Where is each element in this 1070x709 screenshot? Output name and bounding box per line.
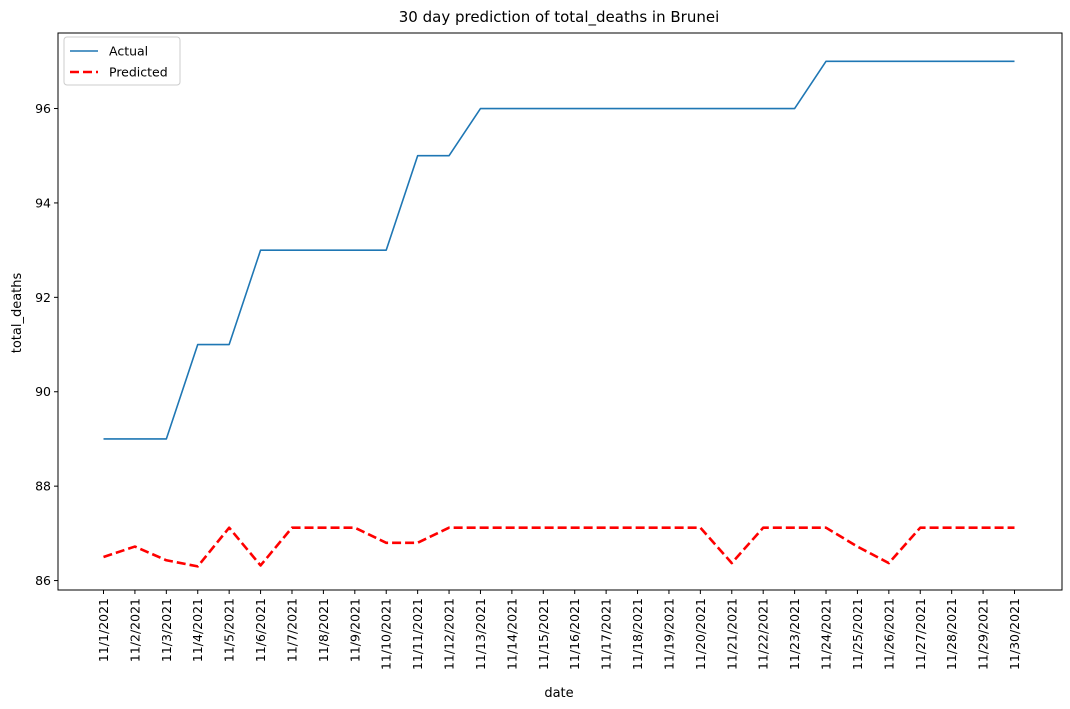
x-axis-label: date	[544, 686, 573, 701]
x-tick-label: 11/20/2021	[693, 598, 708, 670]
y-tick-label: 88	[35, 479, 51, 494]
legend: Actual Predicted	[63, 36, 181, 86]
x-tick-label: 11/22/2021	[756, 598, 771, 670]
x-tick-label: 11/13/2021	[473, 598, 488, 670]
x-tick-label: 11/3/2021	[159, 598, 174, 662]
legend-label-actual: Actual	[109, 44, 148, 59]
y-tick-label: 86	[35, 573, 51, 588]
plot-area	[57, 32, 1063, 591]
x-tick-label: 11/24/2021	[819, 598, 834, 670]
x-tick-label: 11/12/2021	[442, 598, 457, 670]
x-tick-label: 11/19/2021	[661, 598, 676, 670]
x-tick-label: 11/4/2021	[190, 598, 205, 662]
x-tick-label: 11/17/2021	[599, 598, 614, 670]
y-axis-label: total_deaths	[10, 273, 25, 354]
x-tick-label: 11/7/2021	[284, 598, 299, 662]
x-tick-label: 11/1/2021	[96, 598, 111, 662]
x-tick-label: 11/23/2021	[787, 598, 802, 670]
plot-frame	[57, 32, 1063, 591]
x-tick-label: 11/21/2021	[724, 598, 739, 670]
x-tick-label: 11/10/2021	[379, 598, 394, 670]
y-tick-label: 92	[35, 290, 51, 305]
x-tick-label: 11/30/2021	[1007, 598, 1022, 670]
y-axis: 86 88 90 92 94 96	[35, 101, 58, 588]
series-line-actual	[103, 60, 1015, 440]
x-tick-label: 11/11/2021	[410, 598, 425, 670]
x-tick-label: 11/2/2021	[127, 598, 142, 662]
x-axis: 11/1/2021 11/2/2021 11/3/2021 11/4/2021 11/5…	[96, 590, 1022, 670]
x-tick-label: 11/5/2021	[222, 598, 237, 662]
x-tick-label: 11/18/2021	[630, 598, 645, 670]
legend-label-predicted: Predicted	[109, 65, 168, 80]
x-tick-label: 11/26/2021	[881, 598, 896, 670]
legend-box	[63, 36, 181, 86]
x-tick-label: 11/27/2021	[913, 598, 928, 670]
series-line-predicted	[103, 526, 1015, 568]
x-tick-label: 11/28/2021	[944, 598, 959, 670]
x-tick-label: 11/6/2021	[253, 598, 268, 662]
x-tick-label: 11/16/2021	[567, 598, 582, 670]
x-tick-label: 11/8/2021	[316, 598, 331, 662]
y-tick-label: 90	[35, 384, 51, 399]
y-tick-label: 96	[35, 101, 51, 116]
x-tick-label: 11/14/2021	[504, 598, 519, 670]
x-tick-label: 11/29/2021	[976, 598, 991, 670]
x-tick-label: 11/25/2021	[850, 598, 865, 670]
x-tick-label: 11/15/2021	[536, 598, 551, 670]
y-tick-label: 94	[35, 195, 51, 210]
chart-title: 30 day prediction of total_deaths in Bru…	[399, 8, 720, 27]
x-tick-label: 11/9/2021	[347, 598, 362, 662]
